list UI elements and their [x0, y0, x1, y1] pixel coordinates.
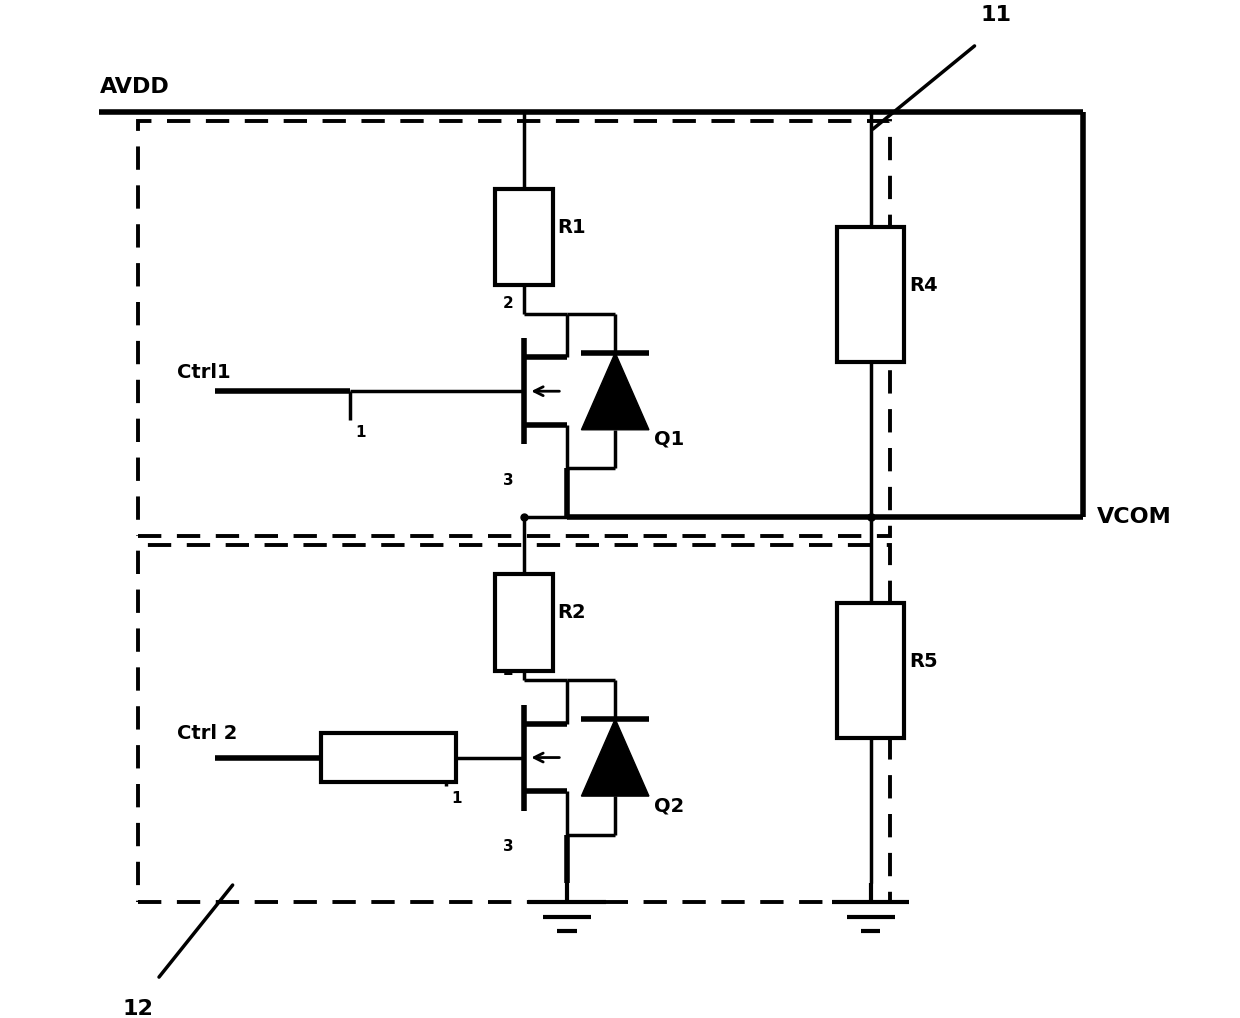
Text: 2: 2	[503, 663, 513, 678]
Bar	[837, 227, 904, 362]
Text: 12: 12	[123, 999, 154, 1018]
Text: R2: R2	[557, 604, 587, 622]
Text: AVDD: AVDD	[99, 77, 169, 97]
Text: 2: 2	[503, 296, 513, 312]
Text: Ctrl 2: Ctrl 2	[176, 724, 237, 743]
Text: 11: 11	[981, 5, 1012, 24]
Text: 1: 1	[451, 791, 461, 806]
Text: VCOM: VCOM	[1097, 507, 1172, 526]
Text: Q2: Q2	[653, 796, 684, 815]
Polygon shape	[582, 719, 649, 796]
Bar	[495, 574, 553, 671]
Bar	[837, 604, 904, 738]
Bar	[138, 546, 890, 902]
Text: Q1: Q1	[653, 430, 684, 449]
Bar	[138, 121, 890, 535]
Text: R4: R4	[909, 276, 937, 294]
Text: 3: 3	[503, 840, 513, 854]
Text: R5: R5	[909, 652, 937, 671]
Text: Ctrl1: Ctrl1	[176, 362, 231, 382]
Text: 1: 1	[355, 425, 366, 440]
Text: R1: R1	[557, 218, 587, 237]
Bar	[321, 733, 456, 782]
Polygon shape	[582, 352, 649, 430]
Bar	[495, 188, 553, 285]
Text: 3: 3	[503, 473, 513, 489]
